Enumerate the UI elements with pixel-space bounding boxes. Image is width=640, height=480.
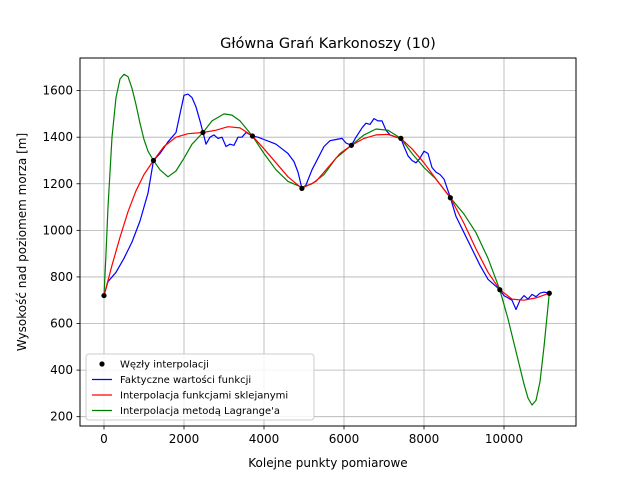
axes-frame <box>79 57 577 427</box>
interpolation-node-point <box>546 290 552 296</box>
ticks: 0 2000 4000 6000 8000 10000 200 400 600 800 1000 12… <box>42 84 523 446</box>
x-tick-label: 2000 <box>169 432 200 446</box>
interpolation-node-point <box>101 292 107 299</box>
legend: Węzły interpolacji Faktyczne wartości fun… <box>85 353 315 421</box>
y-tick-label: 600 <box>50 317 73 331</box>
interpolation-node-point <box>497 287 503 293</box>
x-tick-label: 8000 <box>409 432 440 446</box>
y-tick-label: 1000 <box>42 223 73 237</box>
x-tick-label: 6000 <box>329 432 360 446</box>
x-axis-label: Kolejne punkty pomiarowe <box>248 456 407 470</box>
legend-label: Węzły interpolacji <box>120 360 209 371</box>
y-tick-label: 800 <box>50 270 73 284</box>
series-line-2 <box>103 126 550 301</box>
x-tick-label: 0 <box>100 432 108 446</box>
series-line-3 <box>103 73 550 406</box>
legend-box <box>85 353 315 421</box>
chart-title: Główna Grań Karkonoszy (10) <box>220 36 436 52</box>
y-tick-label: 1400 <box>42 130 73 144</box>
legend-label: Faktyczne wartości funkcji <box>120 374 251 386</box>
legend-label: Interpolacja funkcjami sklejanymi <box>120 391 288 402</box>
interpolation-node-point <box>398 135 404 141</box>
legend-swatch <box>99 361 105 367</box>
y-tick-label: 400 <box>50 363 73 377</box>
interpolation-node-point <box>299 185 305 192</box>
plot-area <box>101 73 552 406</box>
interpolation-node-point <box>249 133 256 139</box>
interpolation-node-point <box>447 195 453 201</box>
y-tick-label: 200 <box>50 410 73 424</box>
y-tick-label: 1200 <box>42 177 73 191</box>
series-line-1 <box>103 93 550 311</box>
y-tick-label: 1600 <box>42 84 73 98</box>
y-axis-label: Wysokość nad poziomem morza [m] <box>15 133 29 351</box>
x-tick-label: 10000 <box>485 432 523 446</box>
interpolation-node-point <box>348 142 354 148</box>
legend-label: Interpolacja metodą Lagrange'a <box>120 406 280 417</box>
x-tick-label: 4000 <box>249 432 280 446</box>
interpolation-node-point <box>200 129 206 136</box>
interpolation-node-point <box>150 157 157 164</box>
